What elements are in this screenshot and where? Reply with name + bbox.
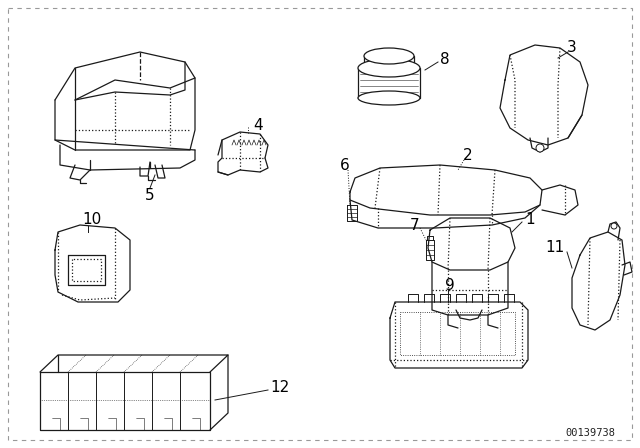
Text: 9: 9: [445, 277, 455, 293]
Text: 6: 6: [340, 158, 350, 172]
Text: 4: 4: [253, 117, 263, 133]
Ellipse shape: [364, 48, 414, 64]
Text: 5: 5: [145, 188, 155, 202]
Text: 10: 10: [83, 212, 102, 228]
Ellipse shape: [358, 59, 420, 77]
Text: 1: 1: [525, 212, 535, 228]
Text: 3: 3: [567, 39, 577, 55]
Text: 8: 8: [440, 52, 450, 68]
Text: 7: 7: [410, 217, 420, 233]
Circle shape: [536, 144, 544, 152]
Text: 12: 12: [270, 380, 290, 396]
Circle shape: [611, 223, 617, 229]
Text: 2: 2: [463, 147, 473, 163]
Text: 00139738: 00139738: [565, 428, 615, 438]
Ellipse shape: [358, 91, 420, 105]
Text: 11: 11: [545, 241, 564, 255]
